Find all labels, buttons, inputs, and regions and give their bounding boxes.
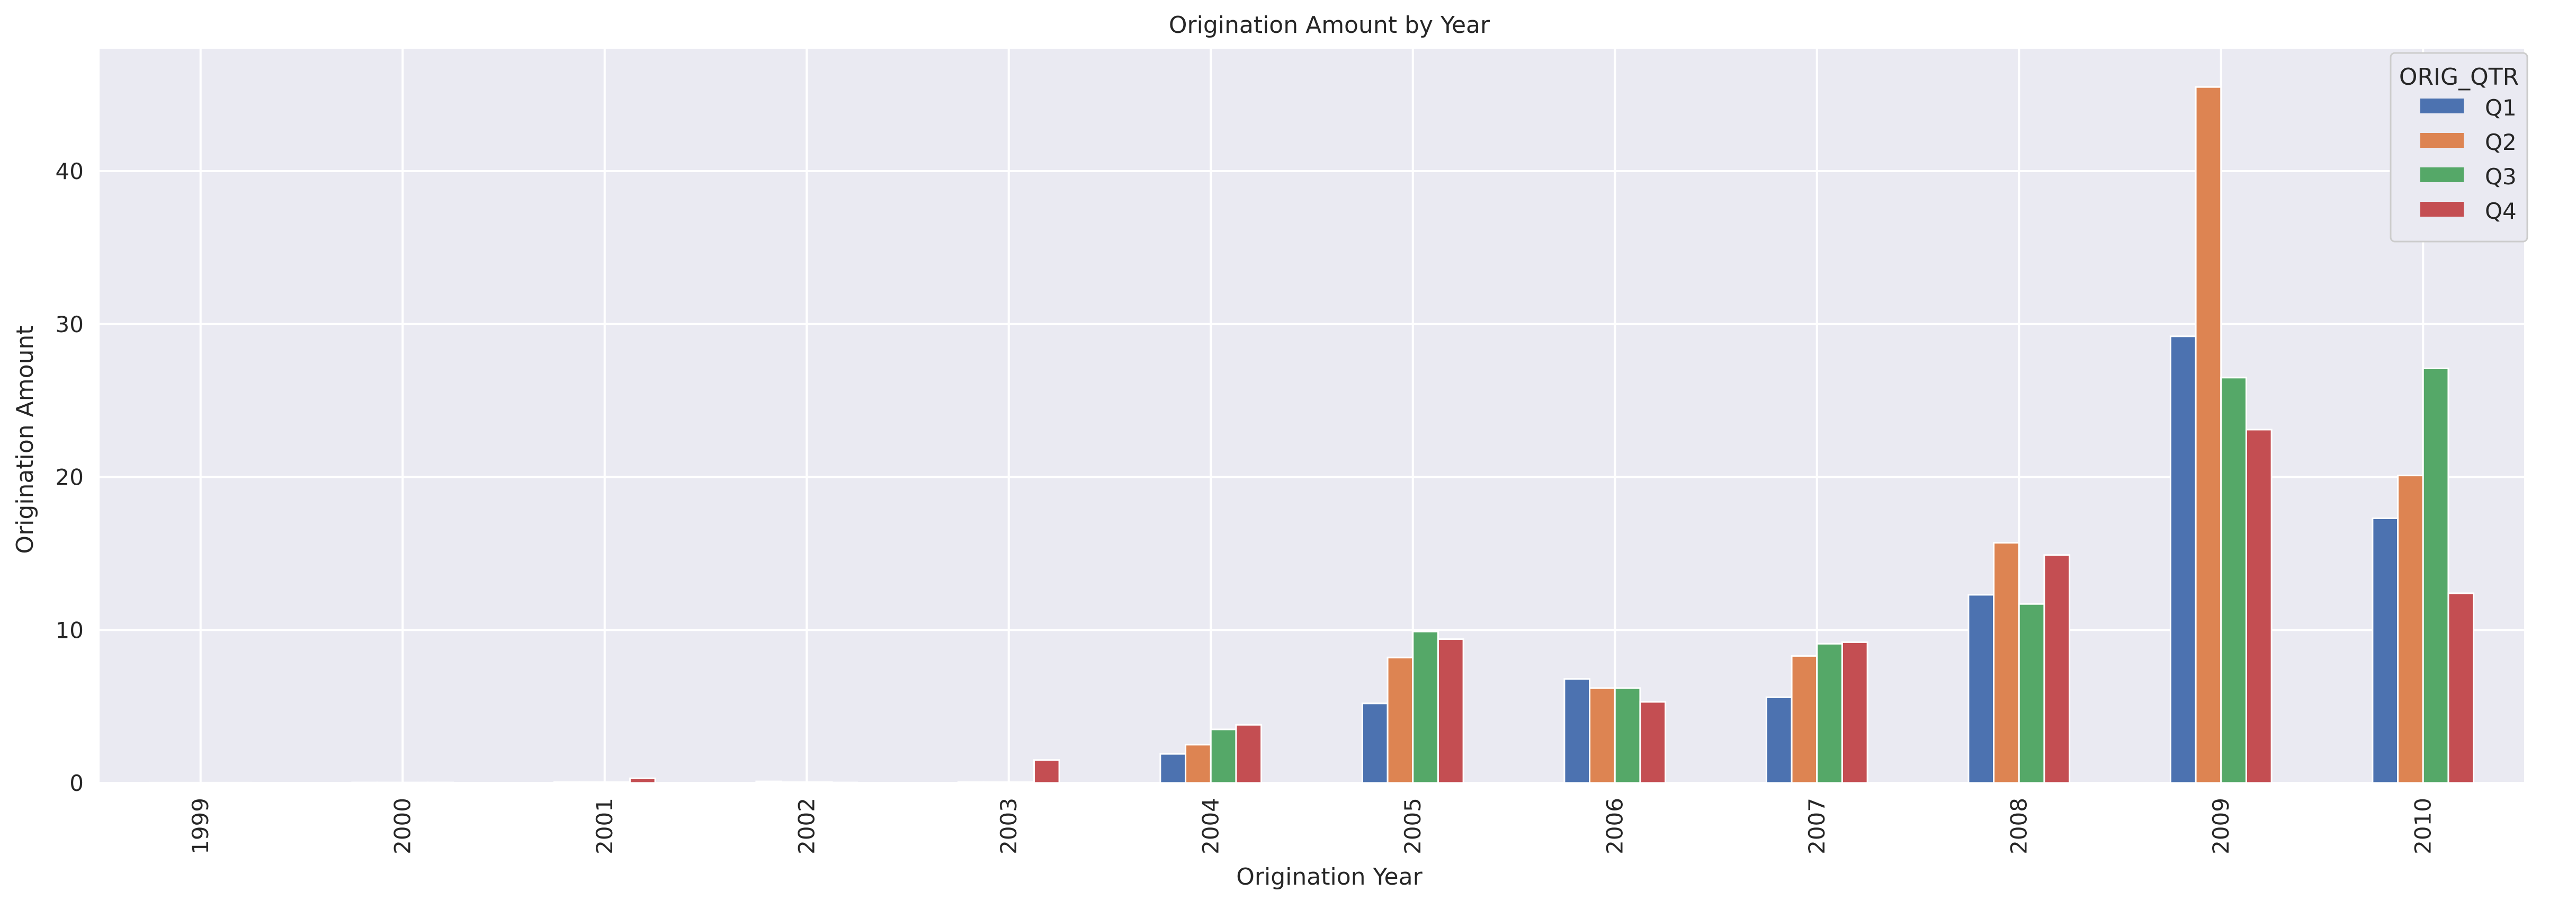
bar-q4-2005 (1437, 638, 1464, 784)
x-tick-label: 2009 (2208, 798, 2234, 854)
bar-q1-2004 (1159, 753, 1187, 784)
x-tick-label: 2000 (389, 798, 415, 854)
legend-swatch-q4 (2420, 202, 2464, 217)
bar-q3-2010 (2422, 367, 2449, 784)
x-tick-label: 2010 (2410, 798, 2436, 854)
bar-q1-2006 (1563, 678, 1591, 784)
bar-q2-2006 (1589, 687, 1616, 784)
bar-q4-2008 (2043, 554, 2071, 784)
x-tick-labels: 1999 2000 2001 2002 2003 2004 2005 2006 2007 2008… (187, 798, 2436, 854)
bar-q2-2001 (578, 781, 606, 784)
chart-title: Origination Amount by Year (1169, 12, 1490, 39)
y-tick-label: 20 (56, 465, 84, 491)
legend-swatch-q3 (2420, 167, 2464, 182)
bar-q1-2000 (351, 781, 379, 784)
bar-q3-2006 (1614, 687, 1641, 784)
bar-q2-2003 (982, 781, 1010, 784)
legend-label-q2: Q2 (2485, 129, 2517, 155)
bar-q4-1999 (225, 781, 252, 784)
bar-q4-2009 (2245, 429, 2273, 784)
bar-q3-2009 (2220, 377, 2247, 784)
bar-q1-2001 (553, 781, 580, 784)
bar-q3-2000 (401, 781, 429, 784)
bar-q3-2005 (1412, 630, 1439, 784)
bar-q2-2004 (1185, 744, 1212, 784)
bar-q1-2008 (1967, 594, 1995, 784)
bar-q4-2006 (1639, 701, 1667, 784)
bar-q3-2003 (1008, 781, 1035, 784)
bar-q4-2000 (427, 781, 454, 784)
bar-q4-2002 (831, 781, 858, 784)
bar-q1-2010 (2372, 517, 2399, 784)
bar-q2-2008 (1993, 542, 2020, 784)
x-tick-label: 2008 (2006, 798, 2032, 854)
y-tick-label: 40 (56, 158, 84, 184)
bar-q2-2010 (2397, 475, 2424, 784)
bar-q3-2008 (2018, 603, 2045, 784)
y-tick-label: 10 (56, 617, 84, 643)
legend-label-q4: Q4 (2485, 198, 2517, 224)
y-axis-label: Origination Amount (12, 325, 39, 554)
x-axis-label: Origination Year (1236, 863, 1423, 890)
legend-title: ORIG_QTR (2399, 64, 2519, 91)
bar-q3-1999 (200, 781, 227, 784)
legend-swatch-q1 (2420, 99, 2464, 113)
x-tick-label: 2001 (592, 798, 618, 854)
bar-q1-2005 (1361, 702, 1389, 784)
legend-swatch-q2 (2420, 133, 2464, 148)
bar-q1-2007 (1765, 696, 1793, 784)
bar-q1-2009 (2169, 335, 2197, 784)
bar-q3-2004 (1210, 728, 1237, 784)
legend: ORIG_QTR Q1 Q2 Q3 Q4 (2390, 52, 2528, 243)
legend-label-q1: Q1 (2485, 95, 2517, 121)
bar-q4-2010 (2447, 592, 2475, 784)
bar-q2-2000 (377, 781, 404, 784)
plot-area (100, 49, 2524, 783)
bar-q4-2007 (1841, 641, 1868, 784)
x-tick-label: 2005 (1400, 798, 1426, 854)
legend-label-q3: Q3 (2485, 164, 2517, 190)
bars (149, 86, 2475, 784)
x-tick-label: 2002 (793, 798, 819, 854)
x-tick-label: 1999 (187, 798, 213, 854)
bar-q2-2009 (2195, 86, 2222, 784)
bar-q3-2002 (806, 781, 833, 784)
bar-q1-1999 (149, 781, 176, 784)
y-tick-label: 0 (69, 770, 84, 796)
bar-q4-2004 (1235, 724, 1263, 784)
bar-q4-2003 (1033, 759, 1060, 784)
x-tick-label: 2004 (1197, 798, 1223, 854)
bar-q2-1999 (174, 781, 202, 784)
bar-q1-2003 (957, 781, 985, 784)
x-tick-label: 2003 (996, 798, 1022, 854)
bar-q2-2002 (781, 781, 808, 784)
x-tick-label: 2007 (1804, 798, 1830, 854)
bar-q2-2007 (1791, 655, 1818, 784)
y-tick-label: 30 (56, 311, 84, 337)
bar-q4-2001 (629, 777, 656, 784)
bar-q2-2005 (1387, 656, 1414, 784)
bar-q3-2001 (604, 781, 631, 784)
y-tick-labels: 0 10 20 30 40 (56, 158, 84, 796)
legend-items: Q1 Q2 Q3 Q4 (2420, 95, 2517, 224)
bar-q3-2007 (1816, 643, 1843, 784)
bar-q1-2002 (755, 780, 783, 784)
x-tick-label: 2006 (1602, 798, 1627, 854)
